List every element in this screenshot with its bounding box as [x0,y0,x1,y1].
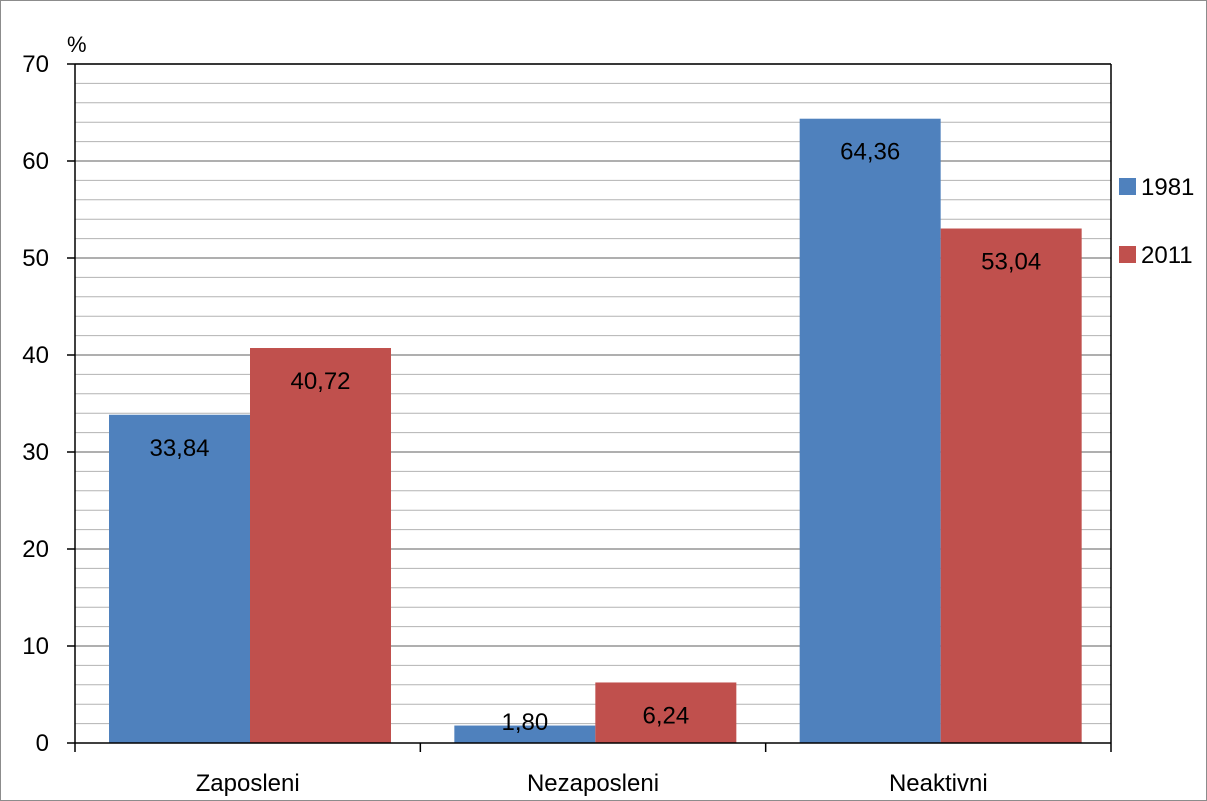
labels: 33,84 40,72 1,80 6,24 64,36 53,04 [149,139,1041,736]
data-label: 1,80 [501,709,548,736]
legend: 1981 2011 [1119,174,1194,269]
legend-swatch-1981 [1119,178,1136,195]
y-tick-label: 20 [22,536,49,563]
bar-2011-neaktivni [940,228,1082,744]
bar-1981-zaposleni [109,414,250,743]
x-category-label: Nezaposleni [527,770,659,797]
data-label: 6,24 [642,702,689,729]
x-category-label: Zaposleni [196,770,300,797]
bar-1981-neaktivni [799,118,941,743]
y-tick-label: 0 [36,730,49,757]
y-tick-label: 10 [22,633,49,660]
y-tick-label: 40 [22,342,49,369]
y-unit-label: % [67,32,87,57]
data-label: 33,84 [149,435,209,462]
y-tick-label: 30 [22,439,49,466]
legend-swatch-2011 [1119,246,1136,263]
x-category-label: Neaktivni [889,770,988,797]
data-label: 64,36 [840,139,900,166]
data-label: 53,04 [981,249,1041,276]
bars [109,118,1082,744]
y-tick-label: 70 [22,51,49,78]
bar-1981-nezaposleni [454,725,596,743]
data-label: 40,72 [290,368,350,395]
legend-label-2011: 2011 [1141,242,1193,269]
y-tick-label: 50 [22,245,49,272]
legend-label-1981: 1981 [1141,174,1194,201]
axes: 0 10 20 30 40 50 60 70 Zaposleni Nezaposleni Neakt… [22,32,1112,797]
y-tick-label: 60 [22,148,49,175]
bar-2011-zaposleni [250,348,391,743]
bar-2011-nezaposleni [595,682,737,743]
